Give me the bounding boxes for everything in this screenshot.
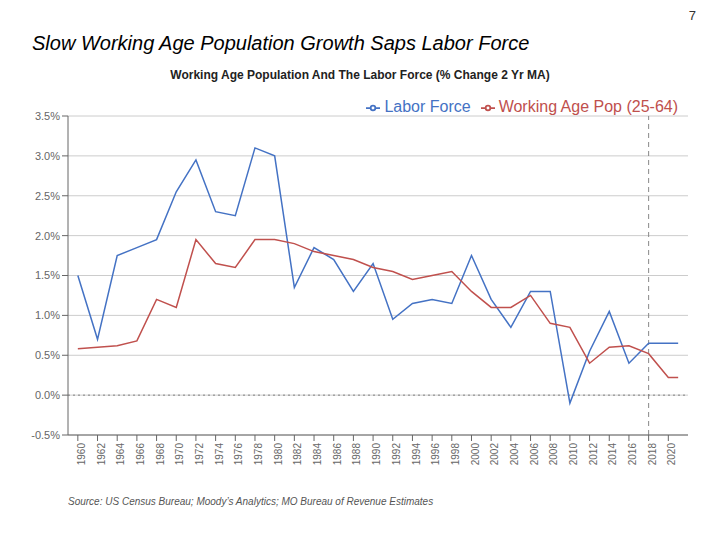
svg-text:2.5%: 2.5%	[35, 190, 60, 202]
svg-text:1990: 1990	[371, 443, 382, 466]
svg-text:1996: 1996	[430, 443, 441, 466]
html-text:Working Age Pop (25-64): Working Age Pop (25-64)	[498, 98, 678, 115]
svg-text:1962: 1962	[96, 443, 107, 466]
svg-text:2016: 2016	[627, 443, 638, 466]
html-text:Source: US Census Bureau; Mood: Source: US Census Bureau; Moody’s Analyt…	[68, 496, 434, 507]
svg-text:2014: 2014	[607, 443, 618, 466]
svg-text:2018: 2018	[647, 443, 658, 466]
svg-text:2010: 2010	[568, 443, 579, 466]
html-text:7: 7	[688, 8, 696, 23]
svg-text:3.0%: 3.0%	[35, 150, 60, 162]
svg-text:3.5%: 3.5%	[35, 110, 60, 122]
svg-text:0.0%: 0.0%	[35, 389, 60, 401]
svg-text:2002: 2002	[489, 443, 500, 466]
svg-text:1976: 1976	[233, 443, 244, 466]
svg-text:1970: 1970	[174, 443, 185, 466]
svg-text:2.0%: 2.0%	[35, 230, 60, 242]
svg-text:2012: 2012	[588, 443, 599, 466]
svg-text:1972: 1972	[194, 443, 205, 466]
svg-text:1986: 1986	[332, 443, 343, 466]
svg-text:1998: 1998	[450, 443, 461, 466]
svg-text:1988: 1988	[351, 443, 362, 466]
svg-text:1.5%: 1.5%	[35, 269, 60, 281]
svg-text:2020: 2020	[666, 443, 677, 466]
svg-text:1994: 1994	[411, 443, 422, 466]
svg-text:1984: 1984	[312, 443, 323, 466]
svg-text:1982: 1982	[292, 443, 303, 466]
svg-text:1992: 1992	[391, 443, 402, 466]
svg-text:2008: 2008	[548, 443, 559, 466]
svg-text:1974: 1974	[214, 443, 225, 466]
svg-text:-0.5%: -0.5%	[31, 429, 60, 441]
html-text:Labor Force: Labor Force	[384, 98, 471, 115]
html-text:Slow Working Age Population Gr: Slow Working Age Population Growth Saps …	[32, 32, 530, 54]
svg-text:1964: 1964	[115, 443, 126, 466]
svg-text:1980: 1980	[273, 443, 284, 466]
svg-text:2006: 2006	[529, 443, 540, 466]
svg-text:1968: 1968	[155, 443, 166, 466]
svg-text:1966: 1966	[135, 443, 146, 466]
svg-text:0.5%: 0.5%	[35, 349, 60, 361]
html-text:Working Age Population And The: Working Age Population And The Labor For…	[170, 68, 550, 82]
svg-text:1978: 1978	[253, 443, 264, 466]
svg-text:2000: 2000	[470, 443, 481, 466]
svg-text:1.0%: 1.0%	[35, 309, 60, 321]
svg-text:2004: 2004	[509, 443, 520, 466]
svg-text:1960: 1960	[76, 443, 87, 466]
